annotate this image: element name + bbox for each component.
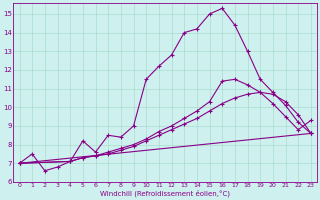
X-axis label: Windchill (Refroidissement éolien,°C): Windchill (Refroidissement éolien,°C) bbox=[100, 190, 230, 197]
